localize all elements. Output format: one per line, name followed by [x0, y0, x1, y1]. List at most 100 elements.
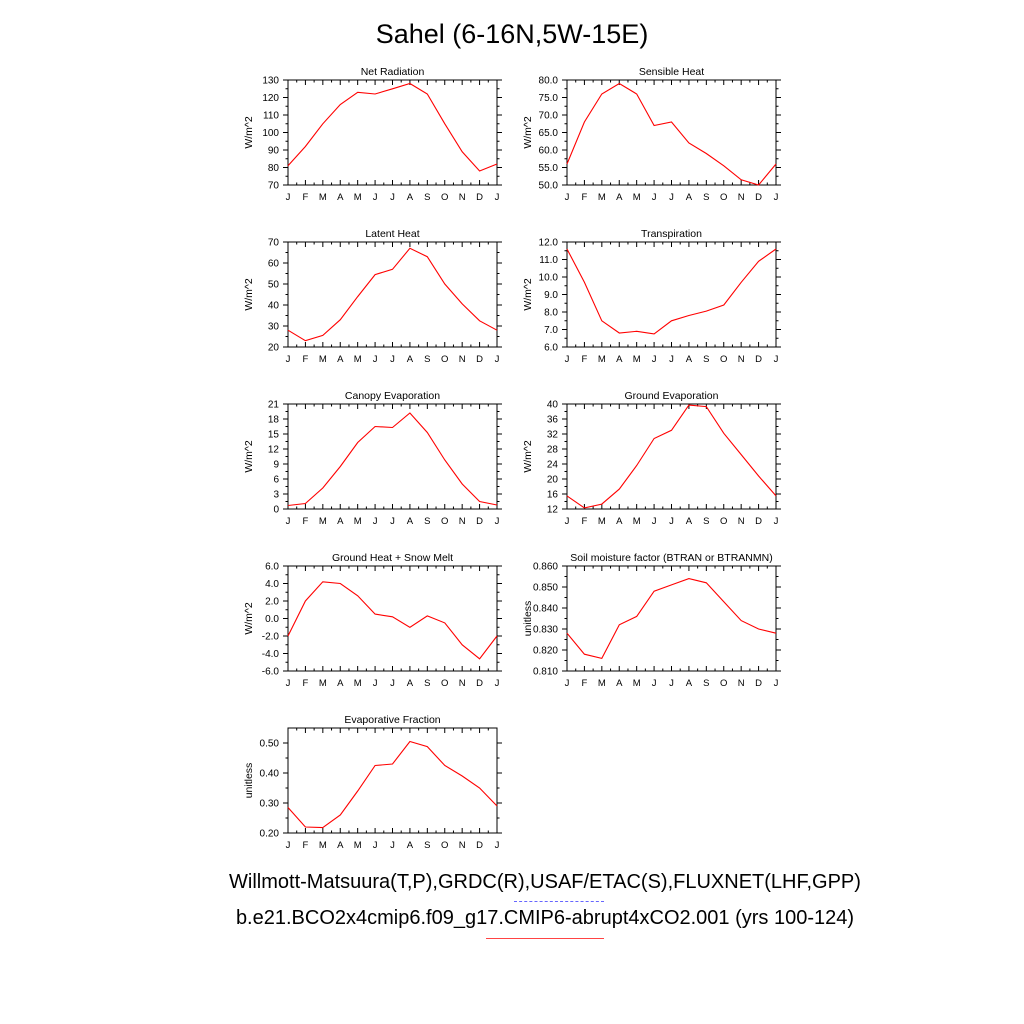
- y-tick-label: 60.0: [539, 146, 559, 157]
- y-tick-label: 50: [268, 280, 280, 291]
- x-tick-label: S: [424, 516, 430, 527]
- x-tick-label: D: [755, 354, 762, 365]
- y-tick-label: 21: [268, 400, 280, 411]
- series-line: [566, 248, 777, 335]
- x-tick-label: M: [319, 354, 327, 365]
- y-tick-label: 75.0: [539, 93, 559, 104]
- x-tick-label: J: [495, 354, 500, 365]
- x-tick-label: A: [407, 678, 414, 689]
- x-tick-label: J: [669, 354, 674, 365]
- x-tick-label: J: [652, 354, 657, 365]
- y-tick-label: 2.0: [265, 597, 279, 608]
- y-axis-label: W/m^2: [522, 440, 534, 473]
- series-line: [566, 578, 777, 660]
- x-tick-label: A: [407, 516, 414, 527]
- x-tick-label: D: [476, 354, 483, 365]
- x-tick-label: J: [390, 192, 395, 203]
- observations-legend-line: [514, 901, 604, 902]
- plot-frame: [566, 79, 777, 186]
- x-tick-label: N: [459, 516, 466, 527]
- panel-title: Evaporative Fraction: [344, 714, 440, 726]
- y-tick-label: 10.0: [539, 273, 559, 284]
- x-tick-label: J: [373, 354, 378, 365]
- series-line: [287, 247, 498, 342]
- y-tick-label: 0.40: [260, 769, 280, 780]
- plot-frame: [566, 241, 777, 348]
- figure-title: Sahel (6-16N,5W-15E): [375, 19, 649, 49]
- x-tick-label: J: [373, 840, 378, 851]
- plot-frame: [287, 241, 498, 348]
- y-tick-label: -2.0: [262, 632, 280, 643]
- y-tick-label: 0.820: [533, 646, 558, 657]
- panel-title: Net Radiation: [361, 66, 425, 78]
- x-tick-label: D: [476, 192, 483, 203]
- y-axis-label: unitless: [243, 763, 255, 799]
- x-tick-label: A: [686, 192, 693, 203]
- x-tick-label: O: [441, 840, 448, 851]
- x-tick-label: M: [319, 192, 327, 203]
- x-tick-label: A: [337, 192, 344, 203]
- x-tick-label: S: [424, 840, 430, 851]
- y-tick-label: 0.840: [533, 604, 558, 615]
- x-tick-label: M: [598, 678, 606, 689]
- y-tick-label: 40: [268, 301, 280, 312]
- y-axis-label: W/m^2: [243, 602, 255, 635]
- y-tick-label: 9.0: [544, 290, 558, 301]
- panel-title: Soil moisture factor (BTRAN or BTRANMN): [570, 552, 772, 564]
- chart-panel: Soil moisture factor (BTRAN or BTRANMN) u…: [522, 552, 781, 689]
- y-tick-label: 0.20: [260, 829, 280, 840]
- x-tick-label: J: [286, 840, 291, 851]
- y-tick-label: -6.0: [262, 667, 280, 678]
- y-tick-label: 80: [268, 163, 280, 174]
- x-tick-label: S: [703, 678, 709, 689]
- x-tick-label: F: [303, 516, 309, 527]
- series-line: [287, 581, 498, 660]
- x-tick-label: J: [373, 192, 378, 203]
- y-tick-label: 0.860: [533, 562, 558, 573]
- x-tick-label: J: [565, 192, 570, 203]
- x-tick-label: O: [720, 678, 727, 689]
- y-tick-label: 65.0: [539, 128, 559, 139]
- x-tick-label: A: [686, 354, 693, 365]
- x-tick-label: N: [738, 678, 745, 689]
- y-tick-label: 70.0: [539, 111, 559, 122]
- plot-frame: [287, 565, 498, 672]
- x-tick-label: M: [319, 516, 327, 527]
- x-tick-label: A: [407, 192, 414, 203]
- y-tick-label: 3: [273, 490, 279, 501]
- x-tick-label: O: [441, 192, 448, 203]
- y-tick-label: 0.830: [533, 625, 558, 636]
- y-tick-label: 15: [268, 430, 280, 441]
- x-tick-label: F: [303, 192, 309, 203]
- y-tick-label: 0.30: [260, 799, 280, 810]
- x-tick-label: F: [582, 192, 588, 203]
- x-tick-label: A: [337, 678, 344, 689]
- x-tick-label: S: [703, 354, 709, 365]
- x-tick-label: N: [738, 354, 745, 365]
- x-tick-label: J: [286, 354, 291, 365]
- panel-title: Transpiration: [641, 228, 702, 240]
- x-tick-label: M: [633, 354, 641, 365]
- x-tick-label: J: [652, 192, 657, 203]
- x-tick-label: M: [354, 840, 362, 851]
- observations-legend-text: Willmott-Matsuura(T,P),GRDC(R),USAF/ETAC…: [229, 871, 861, 893]
- y-tick-label: 6.0: [544, 343, 558, 354]
- y-tick-label: 0.50: [260, 739, 280, 750]
- x-tick-label: F: [582, 516, 588, 527]
- x-tick-label: N: [738, 192, 745, 203]
- x-tick-label: J: [565, 354, 570, 365]
- x-tick-label: A: [407, 840, 414, 851]
- y-tick-label: 50.0: [539, 181, 559, 192]
- x-tick-label: J: [774, 678, 779, 689]
- x-tick-label: J: [373, 678, 378, 689]
- x-tick-label: J: [495, 678, 500, 689]
- y-tick-label: 90: [268, 146, 280, 157]
- y-tick-label: 36: [547, 415, 559, 426]
- x-tick-label: J: [390, 678, 395, 689]
- y-tick-label: 12.0: [539, 238, 559, 249]
- x-tick-label: A: [616, 516, 623, 527]
